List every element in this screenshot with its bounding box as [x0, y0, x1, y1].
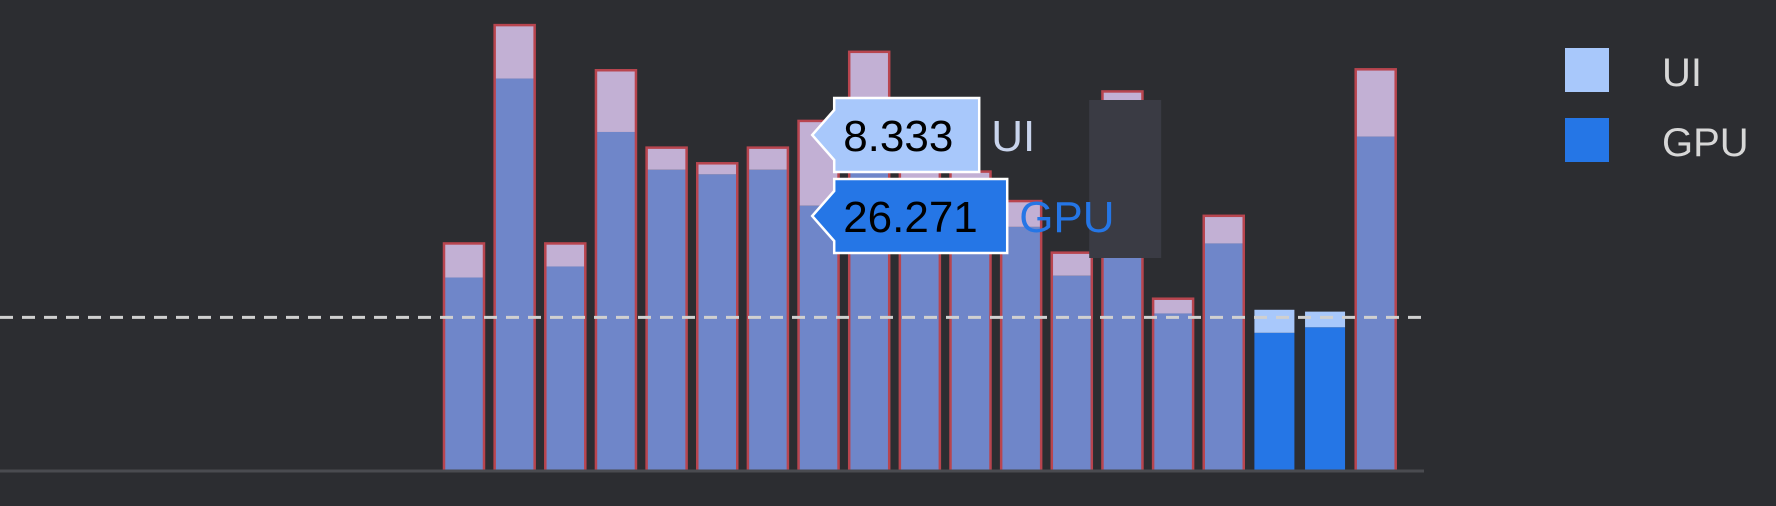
bar-gpu-18[interactable] — [1305, 327, 1346, 471]
legend-swatch-ui — [1565, 48, 1609, 92]
bar-gpu-12[interactable] — [1001, 226, 1042, 471]
tooltip-value-gpu: 26.271 — [843, 193, 978, 242]
bar-ui-3[interactable] — [545, 243, 586, 267]
bar-ui-18[interactable] — [1305, 311, 1346, 328]
bar-gpu-19[interactable] — [1355, 136, 1396, 471]
bar-gpu-13[interactable] — [1051, 275, 1092, 471]
bar-ui-6[interactable] — [697, 163, 738, 175]
bar-gpu-2[interactable] — [494, 78, 535, 472]
legend: UI GPU — [1565, 48, 1749, 165]
bar-ui-7[interactable] — [747, 147, 788, 170]
bar-ui-1[interactable] — [444, 243, 484, 278]
bar-ui-16[interactable] — [1203, 215, 1244, 244]
tooltip-label-ui: UI — [991, 112, 1035, 161]
bar-ui-5[interactable] — [646, 147, 687, 170]
bar-gpu-7[interactable] — [747, 169, 788, 471]
bar-ui-17[interactable] — [1254, 309, 1295, 333]
bar-gpu-4[interactable] — [595, 131, 636, 471]
tooltip-label-gpu: GPU — [1019, 193, 1114, 242]
bar-tooltip: 8.333 UI 26.271 GPU — [810, 96, 1162, 258]
tooltip-box-ui — [810, 96, 981, 174]
bar-gpu-5[interactable] — [646, 169, 687, 471]
bar-gpu-16[interactable] — [1203, 243, 1244, 471]
legend-swatch-gpu — [1565, 118, 1609, 162]
bar-gpu-3[interactable] — [545, 266, 586, 471]
bar-ui-2[interactable] — [494, 25, 535, 79]
bar-gpu-17[interactable] — [1254, 332, 1295, 471]
bar-ui-4[interactable] — [595, 70, 636, 132]
bar-gpu-1[interactable] — [444, 277, 484, 471]
bar-ui-15[interactable] — [1153, 298, 1194, 314]
bar-gpu-15[interactable] — [1153, 313, 1194, 471]
bar-gpu-6[interactable] — [697, 174, 738, 471]
legend-label-gpu: GPU — [1662, 121, 1749, 165]
bar-ui-13[interactable] — [1051, 252, 1092, 276]
tooltip-box-gpu — [810, 177, 1009, 255]
tooltip-value-ui: 8.333 — [843, 112, 953, 161]
bar-ui-19[interactable] — [1355, 69, 1396, 137]
bar-gpu-8[interactable] — [798, 205, 839, 471]
bar-ui-9[interactable] — [849, 51, 890, 98]
legend-label-ui: UI — [1662, 51, 1702, 95]
tooltip-hover-band — [1089, 100, 1162, 258]
